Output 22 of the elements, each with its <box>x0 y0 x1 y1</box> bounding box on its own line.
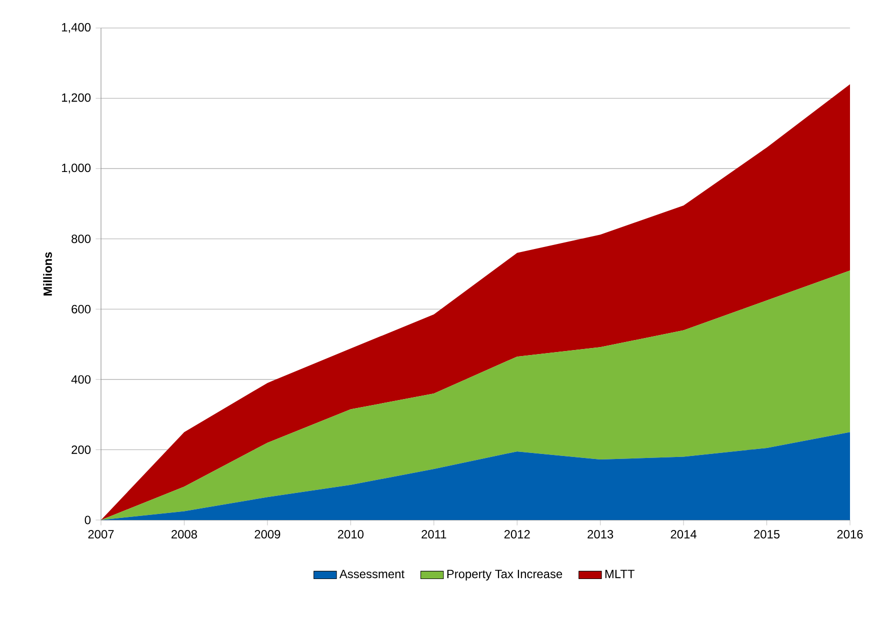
legend-label: Property Tax Increase <box>447 570 562 581</box>
x-tick-label: 2012 <box>504 530 530 538</box>
x-tick-label: 2009 <box>254 530 280 538</box>
x-tick-label: 2010 <box>338 530 364 538</box>
x-tick-label: 2007 <box>88 530 114 538</box>
legend-label: Assessment <box>339 570 404 578</box>
y-axis-title: Millions <box>43 252 52 296</box>
y-tick-label: 600 <box>72 304 91 314</box>
y-tick-label: 800 <box>72 234 91 244</box>
y-tick-label: 400 <box>71 375 91 384</box>
y-tick-label: 1,400 <box>62 23 91 33</box>
x-tick-label: 2011 <box>422 530 446 538</box>
y-tick-label: 1,000 <box>62 164 91 174</box>
y-tick-label: 0 <box>84 516 91 524</box>
x-tick-label: 2013 <box>588 530 614 538</box>
y-tick-label: 1,200 <box>62 93 91 104</box>
y-tick-label: 200 <box>72 445 91 454</box>
x-tick-label: 2015 <box>754 530 780 538</box>
x-tick-label: 2014 <box>670 530 696 538</box>
legend-label: MLTT <box>605 570 634 578</box>
x-tick-label: 2016 <box>837 530 863 538</box>
x-tick-label: 2008 <box>172 530 197 538</box>
